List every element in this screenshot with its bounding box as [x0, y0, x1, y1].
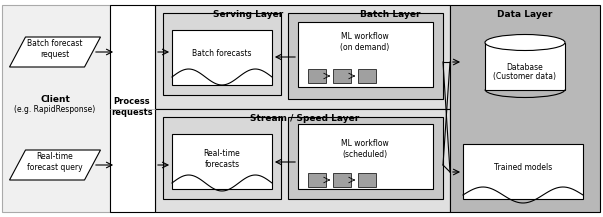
Text: Process
requests: Process requests	[111, 97, 153, 117]
Bar	[298, 124, 433, 189]
Text: Database: Database	[507, 62, 543, 71]
Text: (e.g. RapidResponse): (e.g. RapidResponse)	[14, 105, 96, 113]
Bar	[333, 173, 351, 187]
Bar	[298, 22, 433, 87]
Text: Data Layer: Data Layer	[497, 10, 553, 19]
Bar	[172, 30, 272, 85]
Bar	[358, 173, 376, 187]
Bar	[163, 117, 281, 199]
Polygon shape	[10, 37, 101, 67]
Text: Serving Layer: Serving Layer	[213, 10, 283, 19]
Bar	[155, 109, 450, 212]
Polygon shape	[10, 150, 101, 180]
Text: ML workflow
(scheduled): ML workflow (scheduled)	[341, 139, 389, 159]
Text: Stream / Speed Layer: Stream / Speed Layer	[250, 114, 359, 123]
Ellipse shape	[485, 35, 565, 51]
Bar	[485, 43, 565, 89]
Bar	[450, 5, 600, 212]
Bar	[308, 173, 326, 187]
Bar	[163, 13, 281, 95]
Text: Batch forecasts: Batch forecasts	[192, 49, 251, 59]
Text: (Customer data): (Customer data)	[493, 72, 557, 82]
Bar	[2, 5, 110, 212]
Bar	[110, 5, 155, 212]
Bar	[155, 5, 450, 109]
Bar	[463, 144, 583, 199]
Text: Batch Layer: Batch Layer	[360, 10, 420, 19]
Bar	[172, 134, 272, 189]
Bar	[288, 13, 443, 99]
Bar	[288, 117, 443, 199]
Bar	[333, 69, 351, 83]
Text: Batch forecast
request: Batch forecast request	[27, 39, 83, 59]
Text: Real-time
forecasts: Real-time forecasts	[204, 149, 241, 169]
Text: Trained models: Trained models	[494, 163, 552, 171]
Bar	[308, 69, 326, 83]
Text: Real-time
forecast query: Real-time forecast query	[27, 152, 83, 172]
Text: Client: Client	[40, 94, 70, 104]
Bar	[358, 69, 376, 83]
Text: ML workflow
(on demand): ML workflow (on demand)	[340, 32, 390, 52]
